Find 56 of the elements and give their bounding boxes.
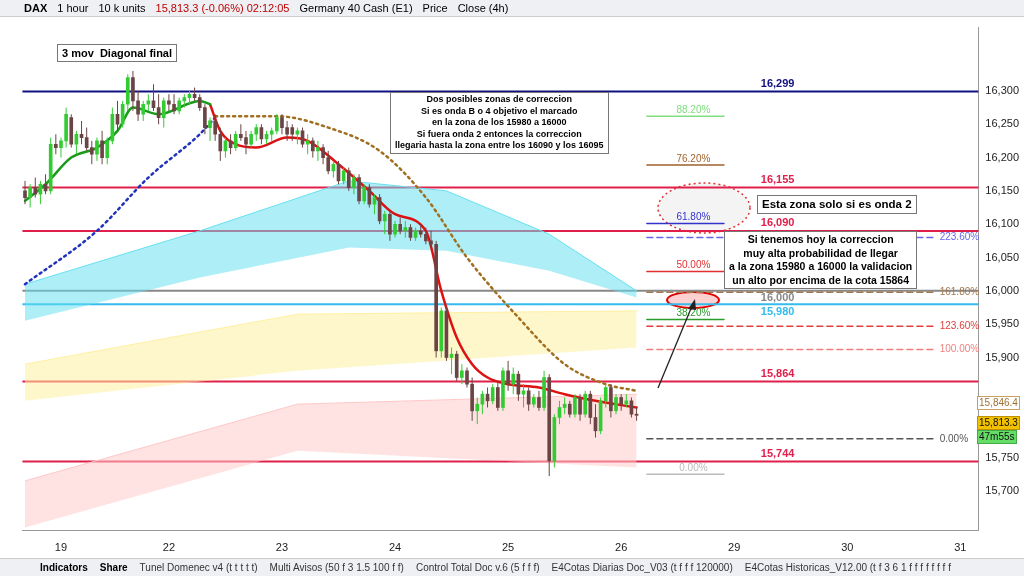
series-label: 0.00%: [939, 432, 969, 444]
x-tick-label: 24: [388, 541, 402, 554]
chart-subtitle: 15,813.3 (-0.06%) 02:12:05: [155, 2, 290, 14]
y-tick-label: 16,000: [985, 283, 1020, 296]
ref-line-label: 15,864: [760, 367, 796, 380]
x-tick-label: 23: [275, 541, 289, 554]
y-tick-label: 15,900: [985, 350, 1020, 363]
annotation: Dos posibles zonas de correccion Si es onda B o 4 objetivo el marcado en la zona de los 15980 a 16000 Si fuera onda 2 entonces la correccion llegaria hasta la zona entre los 16090 y los 16095: [390, 92, 609, 154]
y-tick-label: 16,150: [985, 183, 1020, 196]
y-tick-label: 16,250: [985, 117, 1020, 130]
text: 15,813.3: [977, 416, 1020, 430]
y-tick-label: 15,950: [985, 317, 1020, 330]
annotation: 3 mov Diagonal final: [57, 44, 178, 62]
text: 1 hour: [57, 2, 89, 14]
x-tick-label: 31: [954, 541, 967, 554]
text: Share: [99, 562, 128, 573]
text: E4Cotas Historicas_V12.00 (t f 3 6 1 f f f f f f f f: [744, 562, 951, 573]
ref-line-label: 16,155: [760, 173, 795, 186]
annotation: Si tenemos hoy la correccion muy alta probabilidad de llegar a la zona 15980 a 16000 la validacion un alto por encima de la cota 15864: [724, 231, 918, 289]
text: 10 k units: [98, 2, 146, 14]
x-tick-label: 19: [54, 541, 68, 554]
y-tick-label: 16,300: [985, 83, 1020, 96]
y-tick-label: 15,750: [985, 450, 1020, 463]
text: 15,846.4: [977, 396, 1020, 410]
chart-title: DAX: [24, 2, 48, 14]
y-tick-label: 16,050: [985, 250, 1020, 263]
text: Close (4h): [457, 2, 509, 14]
text: 47m55s: [977, 430, 1017, 444]
series-label: 61.80%: [676, 211, 711, 223]
annotation: Esta zona solo si es onda 2: [757, 195, 917, 214]
y-tick-label: 16,100: [985, 217, 1020, 230]
text: Indicators: [40, 562, 88, 573]
y-tick-label: 16,200: [985, 150, 1020, 163]
text: Multi Avisos (50 f 3 1.5 100 f f): [269, 562, 404, 573]
ref-line-label: 15,744: [760, 447, 796, 460]
line-series: [23, 116, 217, 286]
ref-line-label: 16,090: [760, 216, 795, 229]
x-tick-label: 26: [615, 541, 628, 554]
ref-line-label: 16,299: [760, 77, 795, 90]
x-tick-label: 29: [728, 541, 741, 554]
y-tick-label: 15,700: [985, 483, 1020, 496]
series-label: 50.00%: [676, 259, 711, 271]
series-label: 76.20%: [676, 152, 711, 164]
ref-line-label: 16,000: [760, 291, 795, 304]
ref-line-label: 15,980: [760, 304, 795, 317]
x-tick-label: 22: [162, 541, 176, 554]
series-label: 123.60%: [939, 319, 980, 331]
text: E4Cotas Diarias Doc_V03 (t f f f 120000): [551, 562, 733, 573]
x-tick-label: 25: [501, 541, 515, 554]
text: Control Total Doc v.6 (5 f f f): [415, 562, 540, 573]
series-label: 0.00%: [679, 461, 708, 473]
series-label: 88.20%: [676, 103, 711, 115]
text: Germany 40 Cash (E1): [299, 2, 413, 14]
x-tick-label: 30: [841, 541, 854, 554]
text: Tunel Domenec v4 (t t t t t): [139, 562, 258, 573]
text: Price: [422, 2, 448, 14]
